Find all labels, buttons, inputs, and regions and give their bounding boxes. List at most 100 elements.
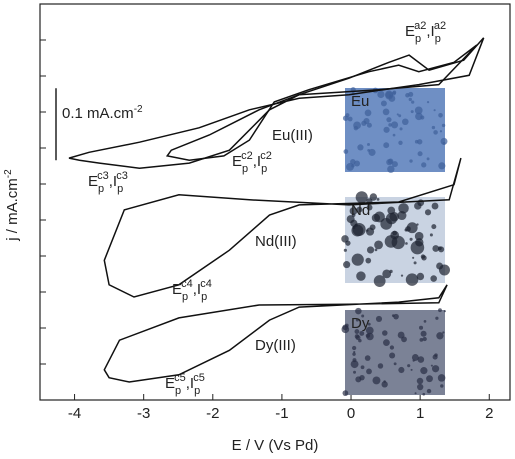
inset-texture: [353, 370, 357, 374]
inset-texture: [415, 238, 424, 247]
inset-texture: [410, 110, 414, 114]
inset-texture: [397, 331, 405, 339]
inset-texture: [352, 345, 357, 351]
peak-label-sub: p: [242, 163, 248, 175]
inset-texture: [354, 223, 358, 227]
inset-label: Dy: [351, 315, 370, 332]
x-axis-label: E / V (Vs Pd): [232, 437, 319, 454]
inset-texture: [418, 325, 424, 330]
y-label-text: j / mA.cm: [4, 178, 21, 242]
inset-texture: [341, 235, 349, 243]
inset-texture: [365, 326, 374, 335]
inset-texture: [419, 337, 424, 342]
peak-label-sub: p: [261, 163, 267, 175]
inset-texture: [414, 231, 424, 241]
cv-curve: [103, 157, 462, 298]
inset-texture: [373, 275, 386, 287]
peak-label: Epc2,Ipc2: [232, 150, 272, 175]
inset-texture: [380, 100, 387, 107]
inset-texture: [405, 93, 410, 98]
inset-texture: [383, 339, 390, 346]
inset-texture: [342, 390, 349, 397]
inset-texture: [398, 140, 403, 145]
inset-texture: [426, 101, 430, 104]
inset-texture: [367, 322, 371, 326]
inset-texture: [431, 224, 437, 230]
inset-texture: [422, 336, 427, 342]
inset-texture: [439, 130, 443, 133]
inset-texture: [442, 331, 445, 334]
inset-texture: [426, 375, 433, 383]
inset-texture: [433, 109, 436, 112]
peak-label-sup: c3: [97, 170, 109, 182]
inset-texture: [431, 365, 440, 373]
inset-texture: [410, 368, 413, 371]
inset-texture: [369, 224, 376, 231]
x-tick-label: 1: [416, 405, 424, 422]
inset-texture: [366, 122, 372, 128]
inset-texture: [389, 352, 396, 359]
inset-texture: [392, 133, 396, 137]
inset-texture: [347, 116, 353, 122]
inset-texture: [412, 359, 415, 362]
inset-texture: [438, 264, 450, 276]
inset-texture: [355, 191, 368, 204]
scale-bar-sup: -2: [134, 104, 143, 115]
inset-texture: [438, 162, 446, 170]
peak-label-sub: p: [194, 385, 200, 397]
inset-texture: [431, 125, 436, 130]
inset-texture: [440, 384, 444, 388]
inset-texture: [388, 123, 392, 127]
inset-texture: [391, 121, 399, 129]
inset-texture: [412, 256, 415, 259]
peak-label-sub: p: [175, 385, 181, 397]
inset-texture: [357, 144, 364, 151]
inset-texture: [438, 246, 442, 251]
inset-texture: [376, 198, 380, 201]
inset-texture: [387, 206, 396, 215]
inset-texture: [440, 137, 448, 145]
inset-texture: [393, 362, 397, 366]
inset-texture: [408, 97, 412, 102]
inset-texture: [426, 157, 430, 161]
inset-texture: [433, 130, 438, 135]
peak-label-text: ,I: [253, 153, 261, 170]
peak-label-text: E: [405, 23, 415, 40]
inset-texture: [383, 126, 390, 133]
inset-texture: [367, 142, 370, 146]
inset-texture: [438, 308, 442, 313]
inset-texture: [354, 334, 360, 339]
peak-label-text: ,I: [193, 281, 201, 298]
inset-texture: [420, 367, 428, 375]
peak-label-sub: p: [201, 291, 207, 303]
inset-texture: [432, 354, 438, 360]
x-tick-label: 2: [485, 405, 493, 422]
peak-label-text: E: [172, 281, 182, 298]
inset-texture: [407, 364, 411, 368]
peak-label-text: E: [88, 173, 98, 190]
inset-texture: [385, 212, 398, 225]
inset-texture: [398, 366, 405, 374]
peak-label-sup: c2: [241, 150, 253, 162]
inset-texture: [343, 261, 351, 269]
y-axis-label: j / mA.cm-2: [3, 169, 21, 242]
inset-texture: [377, 90, 385, 99]
inset-texture: [391, 161, 398, 168]
inset-texture: [354, 329, 360, 334]
inset-texture: [417, 356, 425, 363]
inset-texture: [414, 139, 419, 144]
inset-texture: [342, 115, 349, 121]
x-tick-label: -4: [68, 405, 81, 422]
inset-texture: [432, 245, 440, 252]
inset-texture: [386, 158, 393, 166]
peak-label-sup: c4: [181, 278, 193, 290]
inset-texture: [399, 127, 403, 131]
peak-label-sub: p: [415, 33, 421, 45]
inset-texture: [389, 269, 393, 274]
inset-label: Nd: [351, 202, 370, 219]
inset-texture: [406, 222, 418, 234]
inset-texture: [398, 114, 402, 118]
peak-label-text: ,I: [186, 375, 194, 392]
inset-texture: [356, 206, 363, 213]
